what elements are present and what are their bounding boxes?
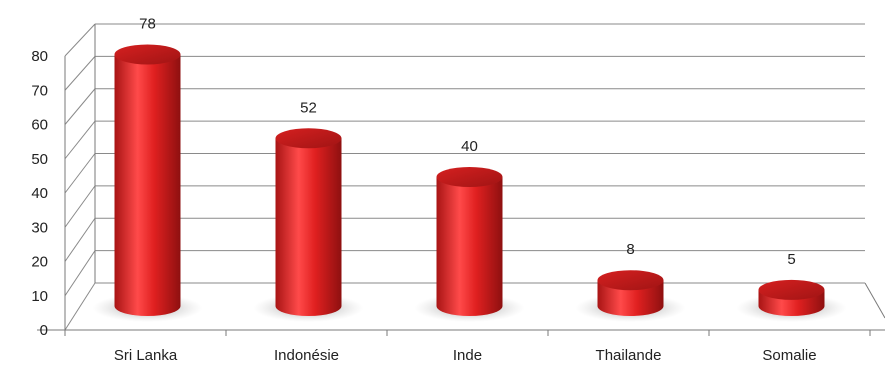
labels-layer: 0 10 20 30 40 50 60 70 80 78 Sri Lanka 52 Indonésie 4… (31, 15, 816, 364)
x-tick-label: Inde (453, 347, 482, 364)
bar-Thailande (597, 270, 664, 316)
bar-Indonésie (275, 128, 342, 316)
bar-cap (114, 44, 181, 65)
gridline-depth-40 (64, 153, 96, 194)
bar-cap (597, 270, 664, 291)
x-tick-label: Thailande (596, 347, 662, 364)
gridline-depth-50 (64, 120, 96, 160)
x-tick-label: Somalie (762, 347, 816, 364)
data-label: 5 (787, 251, 795, 268)
y-tick-label: 60 (31, 117, 48, 134)
data-label: 78 (139, 15, 156, 32)
data-label: 40 (461, 138, 478, 155)
bar-body (597, 280, 664, 316)
bar-Sri Lanka (114, 44, 181, 316)
gridline-depth-80 (64, 23, 96, 57)
x-tick-label: Indonésie (274, 347, 339, 364)
y-tick-label: 20 (31, 254, 48, 271)
y-tick-label: 70 (31, 82, 48, 99)
y-tick-label: 0 (40, 322, 48, 339)
bar-body (114, 54, 181, 316)
y-tick-label: 80 (31, 48, 48, 65)
gridline-depth-30 (64, 185, 96, 228)
bar-body (275, 138, 342, 316)
gridline-depth-0 (64, 282, 96, 331)
bar-Somalie (758, 279, 825, 316)
x-tick-label: Sri Lanka (114, 347, 178, 364)
data-label: 52 (300, 99, 317, 116)
floor-right-edge (864, 282, 885, 319)
gridline-depth-70 (64, 56, 96, 91)
bar-cap (758, 279, 825, 300)
bar-cap (436, 167, 503, 187)
data-label: 8 (626, 241, 634, 258)
bars-layer (92, 44, 847, 322)
bar-Inde (436, 167, 503, 316)
gridline-depth-10 (64, 250, 96, 297)
bar-cap (275, 128, 342, 149)
axis-layer (37, 24, 885, 336)
y-tick-label: 40 (31, 185, 48, 202)
y-tick-label: 50 (31, 151, 48, 168)
y-tick-label: 10 (31, 288, 48, 305)
gridline-depth-60 (64, 88, 96, 125)
gridline-depth-20 (64, 217, 96, 262)
y-tick-label: 30 (31, 219, 48, 236)
bar-body (436, 177, 503, 316)
